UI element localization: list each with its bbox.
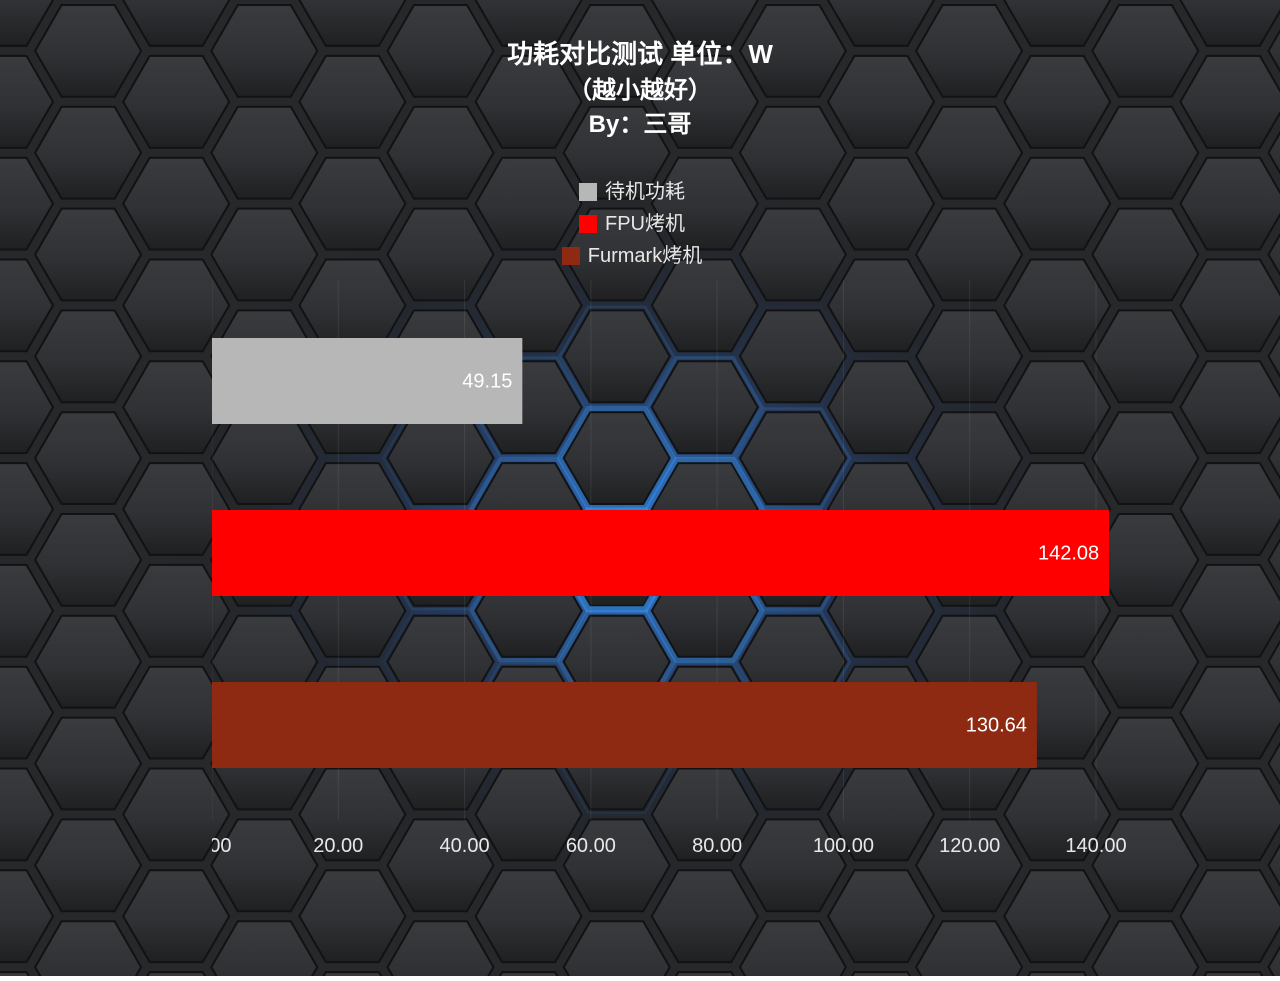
legend-item: Furmark烤机 (0, 240, 1272, 272)
legend-label: FPU烤机 (605, 208, 685, 240)
legend-swatch (579, 183, 597, 201)
bar (212, 510, 1109, 596)
x-axis-label: 20.00 (313, 835, 363, 857)
bar-value-label: 49.15 (462, 370, 512, 392)
legend-label: 待机功耗 (605, 176, 685, 208)
x-axis-label: 60.00 (566, 835, 616, 857)
legend-item: 待机功耗 (0, 176, 1272, 208)
x-axis-label: 100.00 (813, 835, 874, 857)
x-axis-label: 120.00 (939, 835, 1000, 857)
chart-title-block: 功耗对比测试 单位：W （越小越好） By：三哥 (0, 36, 1280, 143)
title-line-3: By：三哥 (0, 108, 1280, 143)
bar (212, 682, 1037, 768)
legend-swatch (579, 215, 597, 233)
bar-value-label: 130.64 (966, 714, 1027, 736)
title-line-2: （越小越好） (0, 74, 1280, 109)
plot-area: 0.00 20.00 40.00 60.00 80.00 100.00 120.00 140.… (212, 280, 1216, 880)
x-axis-label: 40.00 (440, 835, 490, 857)
title-line-1: 功耗对比测试 单位：W (0, 36, 1280, 74)
legend: 待机功耗FPU烤机Furmark烤机 (0, 176, 1280, 272)
legend-label: Furmark烤机 (588, 240, 702, 272)
chart-container: 功耗对比测试 单位：W （越小越好） By：三哥 待机功耗FPU烤机Furmar… (0, 0, 1280, 976)
legend-swatch (562, 247, 580, 265)
x-axis-label: 0.00 (212, 835, 231, 857)
x-axis-label: 140.00 (1065, 835, 1126, 857)
bar-value-label: 142.08 (1038, 542, 1099, 564)
x-axis-label: 80.00 (692, 835, 742, 857)
legend-item: FPU烤机 (0, 208, 1272, 240)
